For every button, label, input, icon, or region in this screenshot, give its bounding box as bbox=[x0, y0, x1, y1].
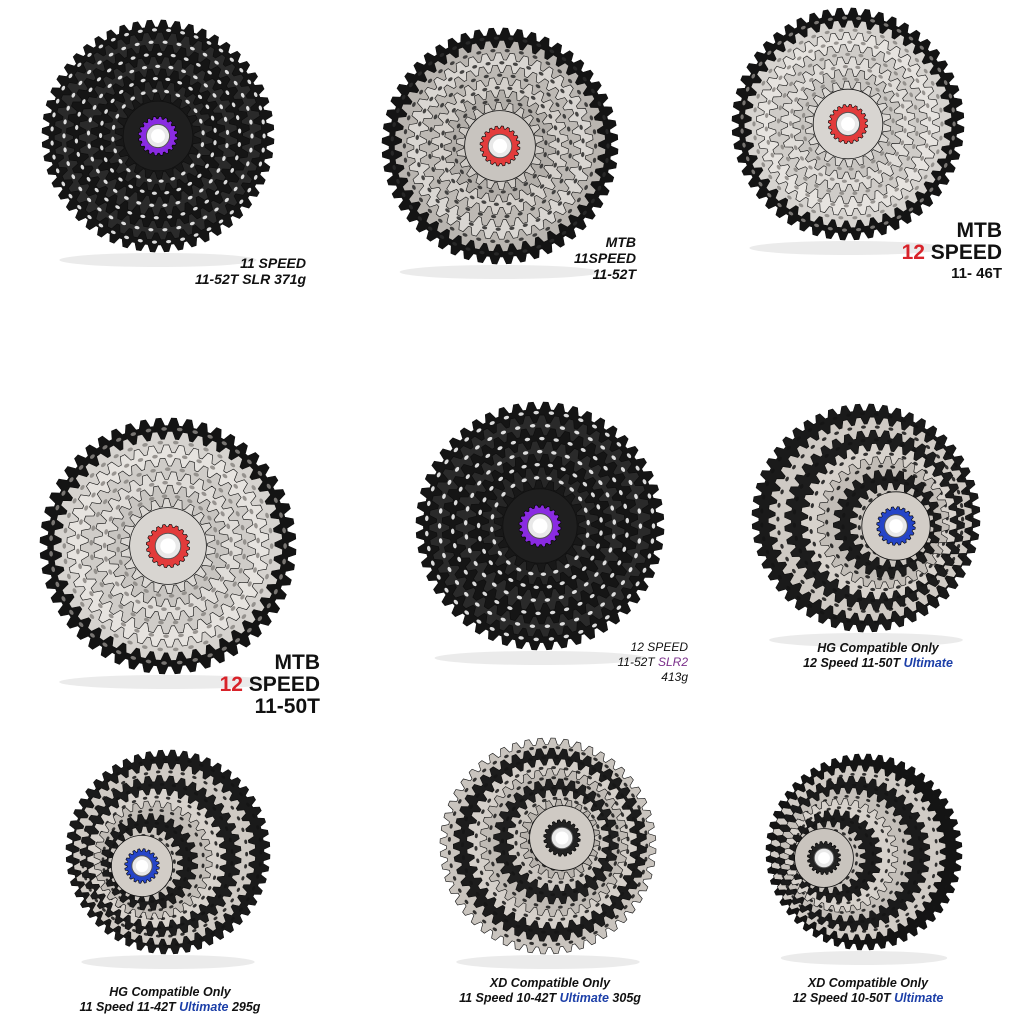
caption-line: 12 Speed 10-50T Ultimate bbox=[680, 991, 1024, 1006]
black-cassette-purple-lockring-icon bbox=[41, 19, 275, 267]
silver-cassette-blue-lockring-icon bbox=[65, 749, 271, 969]
product-card: HG Compatible Only 12 Speed 11-50T Ultim… bbox=[680, 400, 1024, 700]
black-silver-cassette-xd-icon bbox=[765, 753, 963, 965]
caption-text: SPEED bbox=[242, 673, 320, 696]
product-card: MTB 12 SPEED 11- 46T bbox=[680, 0, 1024, 300]
caption-text: SLR2 bbox=[657, 655, 688, 669]
caption-text: HG Compatible Only bbox=[109, 985, 231, 999]
caption-line: 11-52T SLR 371g bbox=[195, 271, 306, 287]
caption-line: 11SPEED bbox=[574, 250, 636, 266]
silver-cassette-xd-icon bbox=[439, 737, 657, 969]
product-card: HG Compatible Only 11 Speed 11-42T Ultim… bbox=[0, 740, 340, 1024]
caption-line: XD Compatible Only bbox=[680, 976, 1024, 991]
caption-text: 11 Speed 11-42T bbox=[79, 1000, 180, 1014]
caption-line: 12 SPEED bbox=[618, 640, 688, 655]
caption-text: XD Compatible Only bbox=[489, 976, 611, 990]
product-caption: HG Compatible Only 12 Speed 11-50T Ultim… bbox=[680, 641, 1024, 671]
product-caption: MTB 11SPEED 11-52T bbox=[574, 234, 636, 282]
caption-text: 12 Speed 10-50T bbox=[792, 991, 895, 1005]
black-silver-cassette-red-lockring-icon bbox=[381, 27, 619, 279]
caption-text: 11 Speed 10-42T bbox=[459, 991, 560, 1005]
caption-text: 11-52T SLR 371g bbox=[194, 271, 306, 287]
product-caption: XD Compatible Only 11 Speed 10-42T Ultim… bbox=[340, 976, 760, 1006]
caption-text: 295g bbox=[228, 1000, 261, 1014]
product-card: 12 SPEED 11-52T SLR2 413g bbox=[340, 400, 688, 700]
caption-text: 12 SPEED bbox=[630, 640, 688, 654]
black-cassette-purple-lockring-icon bbox=[415, 401, 665, 665]
product-card: XD Compatible Only 12 Speed 10-50T Ultim… bbox=[680, 740, 1024, 1024]
caption-line: HG Compatible Only bbox=[680, 641, 1024, 656]
caption-text: Ultimate bbox=[903, 656, 953, 670]
silver-cassette-red-lockring-icon bbox=[731, 7, 965, 255]
caption-line: HG Compatible Only bbox=[0, 985, 340, 1000]
caption-line: 413g bbox=[618, 670, 688, 685]
caption-line: 11 Speed 11-42T Ultimate 295g bbox=[0, 1000, 340, 1015]
caption-text: MTB bbox=[274, 651, 321, 674]
caption-text: 413g bbox=[661, 670, 688, 684]
product-caption: 12 SPEED 11-52T SLR2 413g bbox=[618, 640, 689, 685]
caption-text: SPEED bbox=[924, 241, 1002, 264]
caption-line: 11-52T SLR2 bbox=[618, 655, 689, 670]
caption-text: 12 bbox=[901, 241, 925, 264]
caption-line: 12 Speed 11-50T Ultimate bbox=[680, 656, 1024, 671]
silver-cassette-red-lockring-icon bbox=[39, 417, 297, 689]
caption-text: 11 SPEED bbox=[240, 255, 306, 271]
caption-text: 11-52T bbox=[592, 266, 636, 282]
caption-text: Ultimate bbox=[559, 991, 609, 1005]
silver-cassette-blue-lockring-icon bbox=[751, 403, 981, 647]
caption-text: 11-52T bbox=[617, 655, 658, 669]
product-card: MTB 11SPEED 11-52T bbox=[340, 0, 680, 300]
caption-text: 11-50T bbox=[254, 695, 320, 718]
product-caption: HG Compatible Only 11 Speed 11-42T Ultim… bbox=[0, 985, 340, 1015]
caption-text: 11- 46T bbox=[951, 265, 1002, 282]
caption-text: 305g bbox=[608, 991, 641, 1005]
caption-line: 11 Speed 10-42T Ultimate 305g bbox=[340, 991, 760, 1006]
caption-line: 11 SPEED bbox=[195, 255, 306, 271]
caption-line: 11-52T bbox=[574, 266, 636, 282]
product-card: MTB 12 SPEED 11-50T bbox=[0, 400, 340, 740]
caption-line: 11-50T bbox=[220, 696, 320, 718]
caption-line: XD Compatible Only bbox=[340, 976, 760, 991]
caption-line: 12 SPEED bbox=[220, 674, 320, 696]
product-caption: MTB 12 SPEED 11- 46T bbox=[902, 220, 1002, 284]
product-caption: XD Compatible Only 12 Speed 10-50T Ultim… bbox=[680, 976, 1024, 1006]
caption-text: Ultimate bbox=[894, 991, 944, 1005]
caption-text: MTB bbox=[605, 234, 636, 250]
caption-text: HG Compatible Only bbox=[817, 641, 939, 655]
caption-line: MTB bbox=[902, 219, 1003, 242]
caption-text: 11SPEED bbox=[574, 250, 636, 266]
product-card: XD Compatible Only 11 Speed 10-42T Ultim… bbox=[340, 737, 680, 1024]
product-card: 11 SPEED 11-52T SLR 371g bbox=[0, 0, 340, 300]
caption-text: 12 bbox=[219, 673, 243, 696]
caption-line: 12 SPEED bbox=[902, 242, 1002, 264]
caption-text: MTB bbox=[956, 219, 1003, 242]
caption-line: MTB bbox=[220, 651, 321, 674]
caption-line: MTB bbox=[574, 234, 636, 250]
caption-text: Ultimate bbox=[179, 1000, 229, 1014]
product-caption: MTB 12 SPEED 11-50T bbox=[220, 652, 320, 718]
caption-line: 11- 46T bbox=[902, 264, 1002, 284]
caption-text: XD Compatible Only bbox=[807, 976, 929, 990]
product-caption: 11 SPEED 11-52T SLR 371g bbox=[195, 255, 306, 287]
caption-text: 12 Speed 11-50T bbox=[803, 656, 904, 670]
